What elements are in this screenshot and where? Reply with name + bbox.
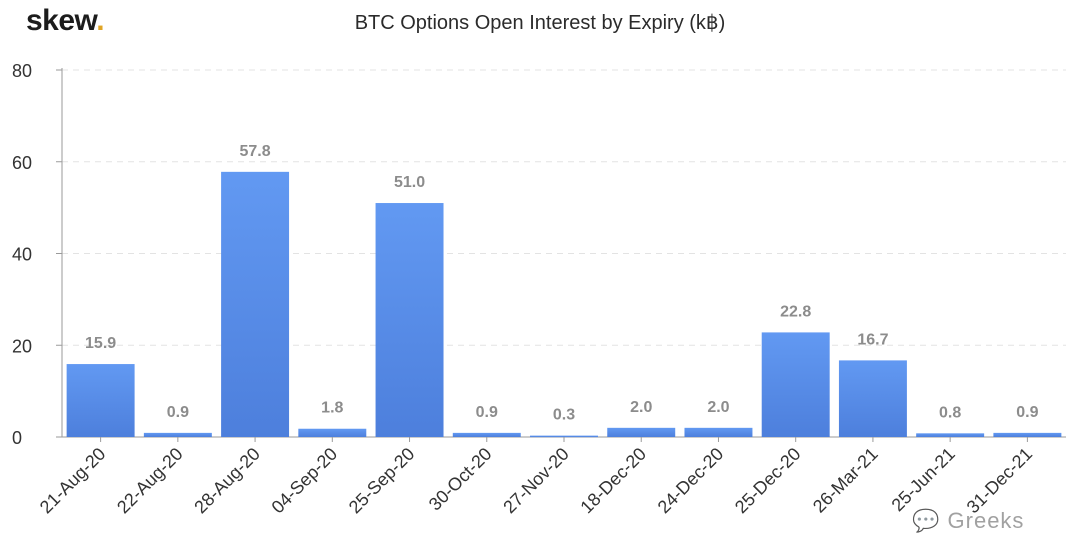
bar <box>66 364 135 437</box>
x-tick-label: 18-Dec-20 <box>576 444 650 518</box>
gridlines <box>62 69 1066 346</box>
logo-dot: . <box>96 4 105 37</box>
bar <box>221 171 290 437</box>
bar <box>530 435 598 438</box>
bar <box>761 332 830 437</box>
data-label: 1.8 <box>321 400 343 417</box>
x-tick-label: 24-Dec-20 <box>654 444 728 518</box>
x-tick-label: 22-Aug-20 <box>113 444 187 518</box>
x-tick-label: 30-Oct-20 <box>425 444 496 515</box>
data-label: 51.0 <box>394 174 425 191</box>
data-label: 2.0 <box>630 399 652 416</box>
logo-text: skew <box>26 4 97 37</box>
data-label: 0.9 <box>476 404 498 421</box>
x-tick-label: 31-Dec-21 <box>963 444 1037 518</box>
x-tick-label: 04-Sep-20 <box>268 444 342 518</box>
watermark-text: Greeks <box>947 508 1025 533</box>
y-tick-label: 80 <box>12 61 32 81</box>
data-label: 0.9 <box>167 404 189 421</box>
axes <box>56 68 1066 442</box>
bar <box>452 432 521 437</box>
x-tick-label: 25-Jun-21 <box>888 444 959 515</box>
y-tick-label: 0 <box>12 428 22 448</box>
y-tick-label: 40 <box>12 245 32 265</box>
data-label: 22.8 <box>780 303 811 320</box>
bar <box>916 433 985 437</box>
data-label: 0.9 <box>1016 404 1038 421</box>
greeks-watermark: 💬 Greeks <box>912 508 1025 533</box>
data-label: 0.3 <box>553 407 575 424</box>
skew-logo: skew. <box>26 4 105 38</box>
data-label: 15.9 <box>85 335 116 352</box>
x-tick-label: 27-Nov-20 <box>499 444 573 518</box>
x-tick-label: 25-Sep-20 <box>345 444 419 518</box>
value-labels: 15.9 0.9 57.8 1.8 51.0 0.9 0.3 2.0 2.0 22.8 16.7 0.… <box>85 143 1039 424</box>
x-tick-label: 28-Aug-20 <box>190 444 264 518</box>
x-tick-label: 25-Dec-20 <box>731 444 805 518</box>
bar <box>143 432 212 437</box>
bar <box>684 427 753 437</box>
y-tick-label: 60 <box>12 153 32 173</box>
data-label: 57.8 <box>240 143 271 160</box>
bar <box>607 427 676 437</box>
y-tick-label: 20 <box>12 336 32 356</box>
tick-labels: 0 20 40 60 80 21-Aug-20 22-Aug-20 28-Aug-20 04-S… <box>12 61 1036 517</box>
data-label: 16.7 <box>857 331 888 348</box>
bar <box>375 203 444 437</box>
bars <box>66 171 1062 438</box>
data-label: 0.8 <box>939 404 961 421</box>
chart-title: BTC Options Open Interest by Expiry (k฿) <box>354 12 726 34</box>
x-tick-label: 26-Mar-21 <box>809 444 882 517</box>
data-label: 2.0 <box>707 399 729 416</box>
bar <box>993 432 1062 437</box>
x-tick-label: 21-Aug-20 <box>36 444 110 518</box>
bar <box>838 360 907 437</box>
bar <box>298 428 367 437</box>
